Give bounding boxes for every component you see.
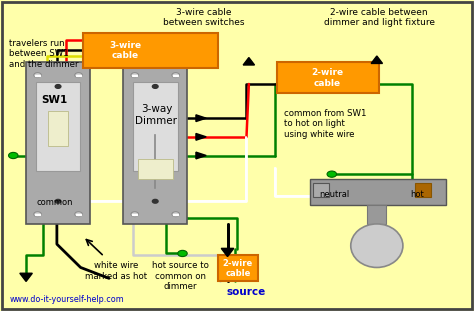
Polygon shape xyxy=(20,273,32,281)
Polygon shape xyxy=(196,152,206,159)
Text: SW1: SW1 xyxy=(41,95,68,104)
Circle shape xyxy=(153,199,158,203)
Circle shape xyxy=(55,199,61,203)
Bar xyxy=(367,205,386,224)
Bar xyxy=(36,81,81,170)
Text: neutral: neutral xyxy=(319,190,349,199)
Circle shape xyxy=(34,73,41,78)
Circle shape xyxy=(75,73,82,78)
Text: source: source xyxy=(227,287,266,297)
Bar xyxy=(132,214,137,215)
Text: white wire
marked as hot: white wire marked as hot xyxy=(85,261,147,281)
Circle shape xyxy=(9,152,18,159)
Circle shape xyxy=(172,212,180,217)
Bar xyxy=(310,179,446,205)
Text: common from SW1
to hot on light
using white wire: common from SW1 to hot on light using wh… xyxy=(284,109,367,139)
Ellipse shape xyxy=(351,224,403,267)
Bar xyxy=(123,62,187,224)
Circle shape xyxy=(178,250,187,257)
Bar xyxy=(48,111,68,146)
Bar xyxy=(35,214,40,215)
Bar xyxy=(173,75,178,76)
Text: 3-wire cable
between switches: 3-wire cable between switches xyxy=(163,8,245,27)
Text: common: common xyxy=(36,198,73,207)
Circle shape xyxy=(75,212,82,217)
Text: 2-wire
cable: 2-wire cable xyxy=(223,259,253,278)
Bar xyxy=(26,62,90,224)
Polygon shape xyxy=(196,115,206,122)
Text: 2-wire
cable: 2-wire cable xyxy=(311,68,343,88)
Bar xyxy=(76,75,81,76)
Text: travelers run
between SW1
and the dimmer: travelers run between SW1 and the dimmer xyxy=(9,39,79,69)
Bar xyxy=(218,255,258,281)
Circle shape xyxy=(55,85,61,88)
Text: 3-way
Dimmer: 3-way Dimmer xyxy=(136,104,177,126)
Bar xyxy=(76,214,81,215)
Text: hot: hot xyxy=(410,190,424,199)
Circle shape xyxy=(172,73,180,78)
Circle shape xyxy=(131,212,138,217)
Text: www.do-it-yourself-help.com: www.do-it-yourself-help.com xyxy=(9,295,124,304)
Bar xyxy=(35,75,40,76)
Polygon shape xyxy=(221,248,234,257)
Text: 2-wire cable between
dimmer and light fixture: 2-wire cable between dimmer and light fi… xyxy=(324,8,435,27)
Bar xyxy=(277,62,379,93)
Bar xyxy=(173,214,178,215)
Bar xyxy=(137,159,173,179)
Bar xyxy=(83,33,218,68)
Circle shape xyxy=(34,212,41,217)
Text: 3-wire
cable: 3-wire cable xyxy=(109,41,142,60)
Bar xyxy=(132,75,137,76)
Circle shape xyxy=(153,85,158,88)
Bar xyxy=(313,183,329,197)
Circle shape xyxy=(327,171,337,177)
Polygon shape xyxy=(243,58,255,65)
Polygon shape xyxy=(196,133,206,140)
Text: hot source to
common on
dimmer: hot source to common on dimmer xyxy=(152,261,209,291)
Polygon shape xyxy=(371,56,383,63)
Bar xyxy=(415,183,431,197)
Circle shape xyxy=(131,73,138,78)
Bar xyxy=(133,81,178,170)
